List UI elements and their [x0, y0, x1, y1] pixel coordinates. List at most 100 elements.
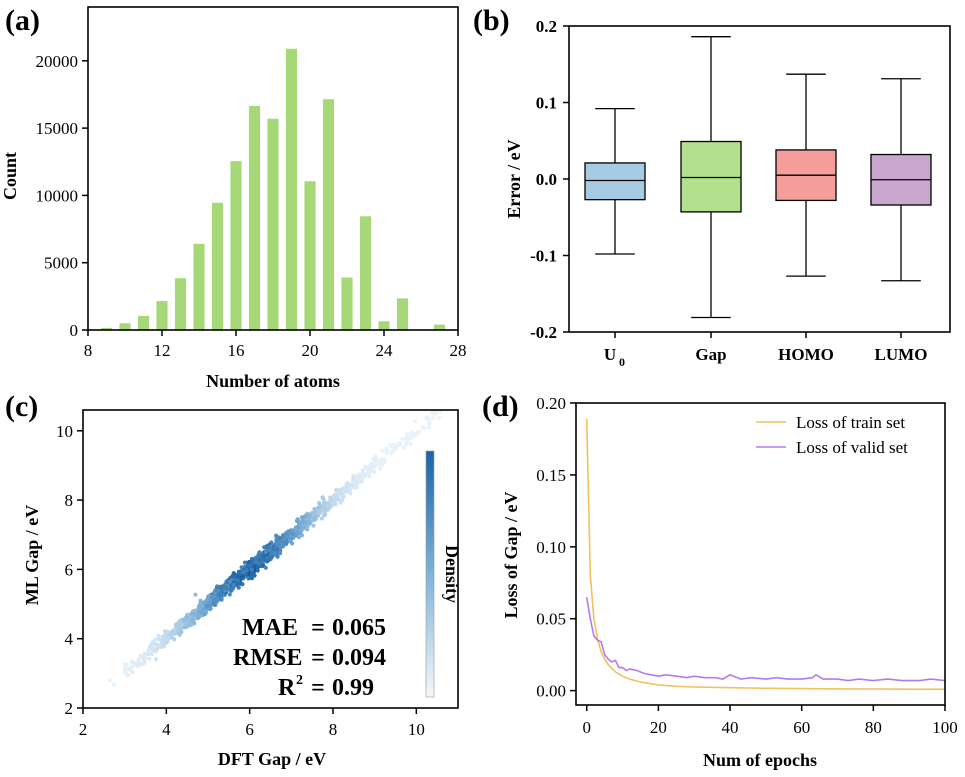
scatter-point [213, 588, 218, 593]
scatter-point [294, 533, 299, 538]
bar-9-atoms [100, 327, 113, 330]
scatter-point [165, 629, 171, 634]
x-tick-label: 0 [582, 718, 591, 737]
stat-r2-value: 0.99 [332, 675, 374, 701]
stat-mae-equals: = [311, 615, 325, 641]
box-plots [584, 36, 932, 319]
scatter-point [236, 574, 241, 579]
scatter-point [362, 472, 367, 478]
x-tick-label: 24 [376, 341, 394, 360]
scatter-point [210, 601, 216, 606]
loss-lines [585, 418, 946, 690]
x-tick-label: 6 [245, 720, 254, 739]
panel-c: (c) Density MAE = 0.065 RMSE = 0.094 R 2… [5, 390, 462, 769]
stat-rmse-value: 0.094 [332, 645, 386, 671]
bar-10-atoms [119, 323, 131, 330]
scatter-point [317, 500, 322, 506]
scatter-point [400, 436, 405, 441]
panel-c-x-axis-title: DFT Gap / eV [218, 749, 326, 769]
scatter-point [336, 489, 341, 495]
bar-24-atoms [378, 321, 390, 330]
scatter-point [227, 592, 232, 597]
scatter-point [153, 637, 158, 642]
scatter-point [425, 415, 430, 420]
scatter-point [206, 594, 211, 599]
scatter-point [307, 514, 312, 519]
legend-train-label: Loss of train set [796, 413, 905, 432]
scatter-point [333, 502, 338, 507]
scatter-point [223, 586, 228, 591]
scatter-point [217, 592, 222, 597]
scatter-point [272, 551, 277, 556]
y-tick-label: 0.05 [536, 610, 566, 629]
scatter-point [302, 514, 307, 519]
scatter-point [232, 572, 237, 577]
box-u0 [584, 107, 646, 255]
x-tick-label: 100 [932, 718, 958, 737]
bar-21-atoms [322, 99, 335, 331]
x-tick-label: 28 [450, 341, 467, 360]
scatter-point [372, 464, 377, 469]
scatter-point [122, 662, 128, 667]
scatter-point [147, 656, 152, 661]
scatter-point [228, 579, 233, 584]
scatter-point [405, 438, 410, 443]
box-gap [680, 36, 742, 319]
scatter-point [248, 574, 254, 579]
scatter-point [134, 660, 139, 666]
category-subscript: 0 [619, 355, 625, 369]
scatter-point [359, 477, 364, 482]
scatter-point [310, 517, 315, 522]
scatter-point [340, 494, 345, 499]
scatter-point [183, 621, 188, 626]
colorbar-label: Density [442, 545, 462, 603]
scatter-point [269, 551, 274, 556]
panel-c-x-ticks: 2 4 6 8 10 [79, 708, 425, 739]
scatter-point [184, 615, 189, 620]
train-loss-line [585, 418, 945, 690]
scatter-point [274, 540, 279, 545]
scatter-point [150, 645, 155, 650]
box-homo [775, 73, 837, 277]
x-tick-label: 10 [408, 720, 425, 739]
scatter-point [306, 519, 311, 524]
stat-r2-superscript: 2 [296, 673, 303, 688]
y-tick-label: 0.20 [536, 394, 566, 413]
y-tick-label: 0.15 [536, 466, 566, 485]
x-tick-label: 4 [162, 720, 171, 739]
scatter-point [267, 556, 272, 561]
bar-20-atoms [304, 181, 316, 330]
scatter-point [124, 667, 129, 672]
y-tick-label: 4 [65, 630, 74, 649]
scatter-point [236, 585, 241, 590]
scatter-point [351, 475, 356, 480]
scatter-point [254, 559, 259, 565]
bar-23-atoms [359, 216, 372, 330]
scatter-point [142, 659, 147, 664]
scatter-point [209, 595, 214, 600]
bar-15-atoms [211, 202, 224, 330]
category-label: Gap [695, 345, 726, 364]
panel-d-frame [575, 402, 946, 706]
scatter-point [402, 445, 407, 450]
scatter-point [417, 429, 422, 434]
x-tick-label: 12 [154, 341, 171, 360]
scatter-point [175, 625, 180, 630]
scatter-point [405, 431, 410, 437]
scatter-point [263, 550, 268, 555]
scatter-point [378, 466, 383, 471]
x-tick-label: 2 [79, 720, 88, 739]
y-tick-label: 2 [65, 699, 74, 718]
scatter-point [131, 662, 136, 668]
scatter-point [239, 565, 244, 570]
scatter-point [358, 472, 363, 477]
panel-a-y-axis-title: Count [0, 152, 20, 200]
stat-r2-equals: = [311, 675, 325, 701]
y-tick-label: 20000 [36, 52, 79, 71]
scatter-point [427, 422, 432, 427]
y-tick-label: 0.2 [536, 17, 557, 36]
scatter-point [317, 508, 322, 513]
category-label: LUMO [875, 345, 928, 364]
stat-rmse-name: RMSE [233, 645, 302, 671]
scatter-points [107, 409, 443, 687]
